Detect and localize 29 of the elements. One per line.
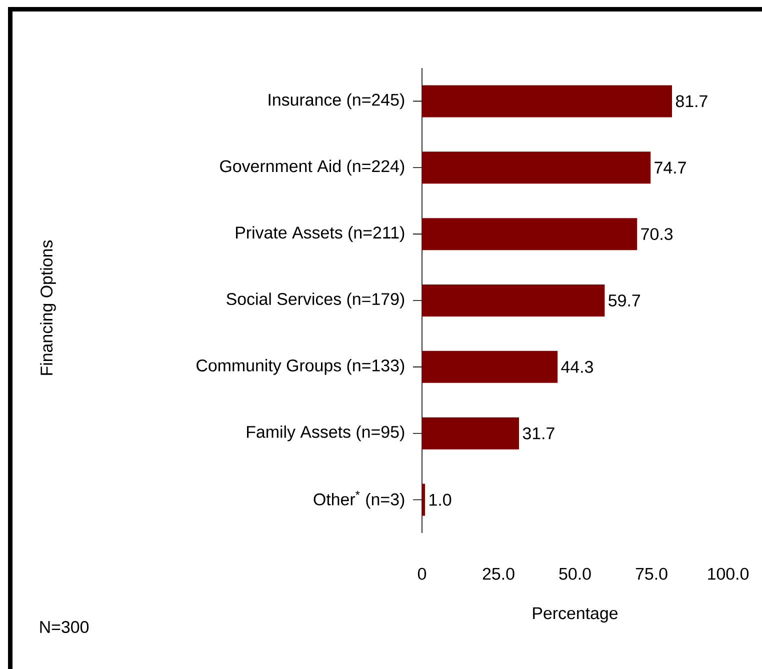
bar [422,484,426,516]
y-tick-label: Community Groups (n=133) [196,359,404,375]
y-tick-label: Insurance (n=245) [268,93,404,110]
bar [422,350,558,383]
bar [422,85,672,118]
data-label: 31.7 [522,427,554,440]
x-tick-label: 50.0 [559,568,591,580]
y-tick-label: Other$^{*}$ (n=3) [314,490,404,509]
bar [422,218,638,250]
y-tick-label: Private Assets (n=211) [236,226,404,242]
data-label: 70.3 [641,228,673,240]
y-tick-label: Family Assets (n=95) [247,425,404,442]
y-tick-label: Government Aid (n=224) [220,160,404,176]
x-axis-title: Percentage [533,607,618,623]
data-label: 74.7 [654,162,686,174]
bar [422,152,651,184]
text: Financing Options [40,240,56,375]
bar [422,417,520,450]
data-label: 81.7 [676,95,708,108]
text: N=300 [40,620,89,633]
bar [422,284,605,316]
data-label: 59.7 [608,294,640,306]
data-label: 44.3 [561,360,593,373]
data-label: 1.0 [430,494,452,506]
y-tick-label: Social Services (n=179) [226,292,404,308]
x-tick-label: 75.0 [636,568,668,580]
x-tick-label: 25.0 [482,568,514,580]
x-tick-label: 100.0 [708,568,749,580]
x-tick-label: 0 [418,568,426,580]
